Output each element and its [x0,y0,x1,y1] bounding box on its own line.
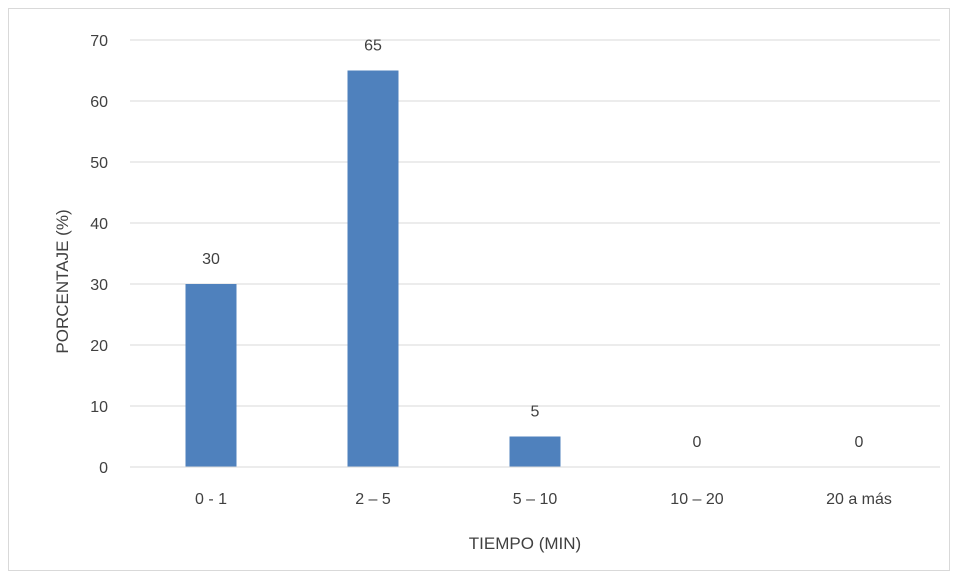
y-tick-label: 0 [99,460,108,477]
x-tick-label-1: 2 – 5 [355,491,391,508]
data-label-0: 30 [202,251,220,268]
y-tick-label: 30 [90,277,108,294]
y-axis-title: PORCENTAJE (%) [53,209,72,353]
y-tick-label: 70 [90,33,108,50]
y-axis-ticks: 0 10 20 30 40 50 60 70 [90,33,108,477]
bar-2 [509,436,561,467]
x-tick-label-3: 10 – 20 [670,491,723,508]
x-tick-label-2: 5 – 10 [513,491,558,508]
data-label-3: 0 [693,434,702,451]
x-tick-label-0: 0 - 1 [195,491,227,508]
y-tick-label: 60 [90,94,108,111]
gridlines [130,39,940,407]
bar-1 [347,70,399,467]
x-tick-label-4: 20 a más [826,491,892,508]
data-label-1: 65 [364,38,382,55]
y-tick-label: 40 [90,216,108,233]
bar-0 [185,284,237,467]
data-labels: 30 65 5 0 0 [202,38,863,452]
x-axis-title: TIEMPO (MIN) [469,534,581,553]
x-axis-ticks: 0 - 1 2 – 5 5 – 10 10 – 20 20 a más [195,491,892,508]
data-label-2: 5 [531,404,540,421]
y-tick-label: 20 [90,338,108,355]
y-tick-label: 50 [90,155,108,172]
data-label-4: 0 [855,434,864,451]
y-tick-label: 10 [90,399,108,416]
chart-frame [8,8,950,571]
bars [185,70,561,467]
